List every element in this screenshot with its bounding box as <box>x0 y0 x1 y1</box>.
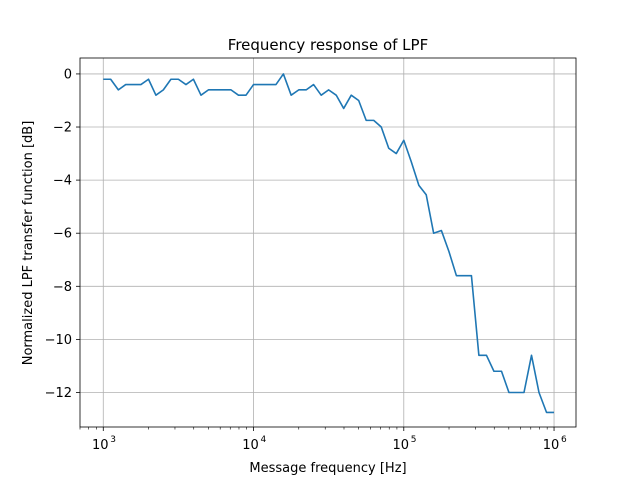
x-tick-exponent: 5 <box>411 435 417 445</box>
x-tick-exponent: 4 <box>261 435 267 445</box>
x-tick-label: 10 <box>543 438 560 453</box>
minor-tick-layer <box>79 427 548 430</box>
x-tick-label: 10 <box>92 438 109 453</box>
tick-layer: 10 3 10 4 10 5 10 60−2−4−6−8−10−12 <box>45 67 567 453</box>
x-axis-label: Message frequency [Hz] <box>249 461 406 476</box>
x-tick-exponent: 3 <box>110 435 116 445</box>
y-tick-label: −10 <box>45 333 72 348</box>
y-tick-label: −6 <box>53 227 72 242</box>
x-tick-label: 10 <box>242 438 259 453</box>
chart-title: Frequency response of LPF <box>228 36 428 54</box>
y-tick-label: −8 <box>53 280 72 295</box>
x-tick-label: 10 <box>393 438 410 453</box>
plot-frame <box>79 57 577 428</box>
y-tick-label: −4 <box>53 174 72 189</box>
grid-layer <box>80 58 576 427</box>
x-tick-exponent: 6 <box>561 435 567 445</box>
series-layer <box>103 73 555 414</box>
series-line <box>103 73 555 414</box>
y-tick-label: 0 <box>64 67 72 82</box>
y-tick-label: −2 <box>53 121 72 136</box>
y-tick-label: −12 <box>45 386 72 401</box>
y-axis-label: Normalized LPF transfer function [dB] <box>21 121 36 366</box>
